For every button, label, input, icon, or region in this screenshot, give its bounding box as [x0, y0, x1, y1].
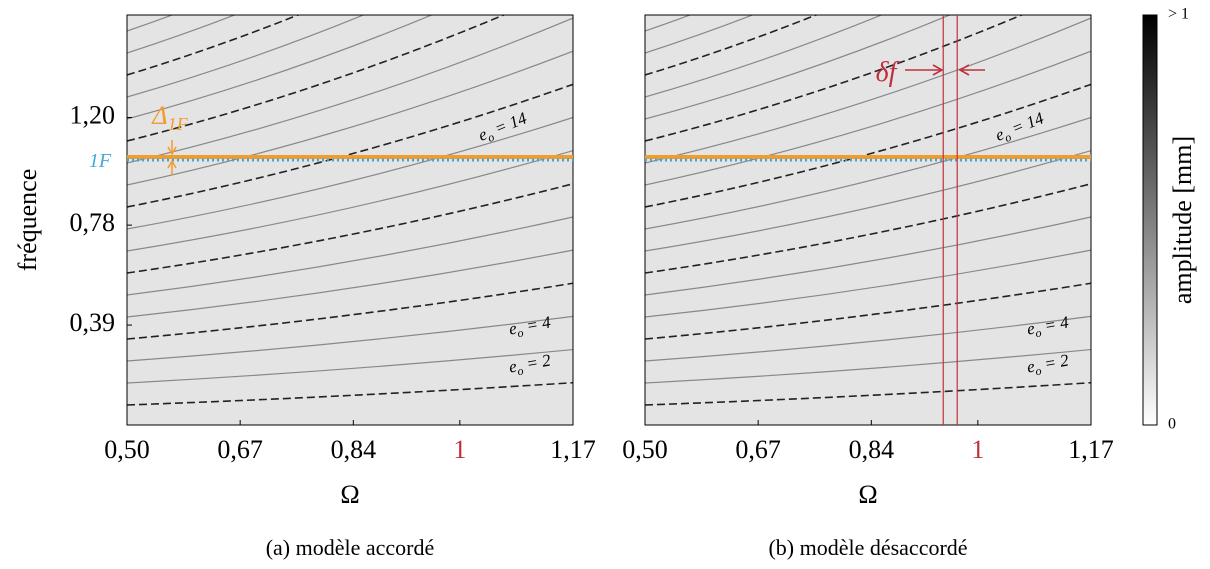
caption: (b) modèle désaccordé: [768, 535, 967, 560]
annotation: eo = 4: [1025, 312, 1071, 341]
texture-line: [127, 0, 573, 9]
texture-line: [127, 381, 573, 406]
annotation-rest: = 4: [521, 312, 553, 336]
plot-frame: [126, 14, 574, 426]
texture-line: [127, 315, 573, 362]
x-axis-label: Ω: [858, 480, 877, 509]
annotation-sub: o: [516, 325, 524, 340]
caption: (a) modèle accordé: [266, 535, 435, 560]
annotation-sub: 1F: [168, 114, 189, 134]
texture-line: [645, 15, 883, 98]
colorbar: [1142, 14, 1158, 426]
texture-line: [645, 183, 1091, 274]
texture-line: [645, 50, 1091, 186]
texture-line: [645, 315, 1091, 362]
colorbar-tick-label: > 1: [1168, 6, 1189, 23]
texture-line: [645, 216, 1091, 296]
y-tick-label: 1,20: [70, 100, 116, 129]
annotation-base: e: [507, 318, 518, 338]
annotation-sub: o: [1002, 129, 1013, 144]
texture-line: [645, 15, 755, 54]
annotation-sub: o: [1034, 325, 1042, 340]
annotation-base: e: [507, 356, 518, 376]
y-tick-label: 0,39: [70, 308, 116, 337]
x-axis-label: Ω: [340, 480, 359, 509]
annotation: Δ1F: [151, 101, 188, 134]
annotation: 1F: [89, 150, 112, 172]
x-tick-label: 0,84: [849, 435, 895, 464]
texture-line: [127, 15, 434, 120]
annotation-sub: o: [485, 129, 496, 144]
texture-line: [645, 249, 1091, 318]
texture-line: [127, 150, 573, 252]
annotation-rest: = 4: [1039, 312, 1071, 336]
texture-line: [127, 249, 573, 318]
annotation-base: 1F: [89, 150, 112, 172]
texture-line: [127, 183, 573, 274]
texture-line: [645, 348, 1091, 384]
colorbar-label: amplitude [mm]: [1168, 136, 1197, 304]
y-tick-label: 0,78: [70, 208, 116, 237]
texture-line: [127, 50, 573, 186]
texture-line: [645, 381, 1091, 406]
annotation-base: e: [1025, 318, 1036, 338]
texture-line: [127, 282, 573, 340]
x-tick-label: 0,67: [735, 435, 781, 464]
texture-line: [127, 15, 237, 54]
annotation: eo = 4: [507, 312, 553, 341]
texture-line: [127, 17, 573, 164]
texture-line: [127, 348, 573, 384]
texture-line: [645, 116, 1091, 230]
texture-line: [127, 15, 365, 98]
texture-line: [645, 15, 819, 76]
texture-line: [127, 15, 506, 142]
texture-line: [645, 83, 1091, 208]
texture-line: [645, 17, 1091, 164]
x-tick-label: 1: [453, 435, 466, 464]
y-axis-label: fréquence: [13, 169, 42, 271]
x-tick-label: 0,84: [331, 435, 377, 464]
annotation-sub: o: [516, 363, 524, 378]
annotation-rest: = 2: [521, 350, 553, 374]
annotation: eo = 2: [507, 350, 553, 379]
x-tick-label: 1,17: [1068, 435, 1114, 464]
texture-line: [127, 216, 573, 296]
annotation-base: δ: [876, 57, 890, 88]
colorbar-tick-label: 0: [1168, 416, 1176, 433]
annotation-base: Δ: [151, 101, 167, 130]
x-tick-label: 1: [971, 435, 984, 464]
x-tick-label: 0,50: [104, 435, 150, 464]
x-tick-label: 1,17: [550, 435, 596, 464]
x-tick-label: 0,67: [217, 435, 263, 464]
texture-line: [645, 282, 1091, 340]
arrow: [167, 140, 177, 175]
annotation-rest: = 2: [1039, 350, 1071, 374]
texture-line: [127, 83, 573, 208]
annotation: δf: [876, 57, 900, 88]
texture-line: [645, 0, 1091, 9]
texture-line: [645, 15, 952, 120]
texture-line: [645, 15, 1024, 142]
annotation: eo = 2: [1025, 350, 1071, 379]
plot-frame: [644, 14, 1092, 426]
arrow: [905, 64, 985, 76]
texture-line: [127, 116, 573, 230]
annotation-sub: o: [1034, 363, 1042, 378]
annotation-rest: f: [889, 57, 900, 88]
x-tick-label: 0,50: [622, 435, 668, 464]
texture-line: [645, 150, 1091, 252]
annotation-base: e: [1025, 356, 1036, 376]
texture-line: [127, 15, 301, 76]
